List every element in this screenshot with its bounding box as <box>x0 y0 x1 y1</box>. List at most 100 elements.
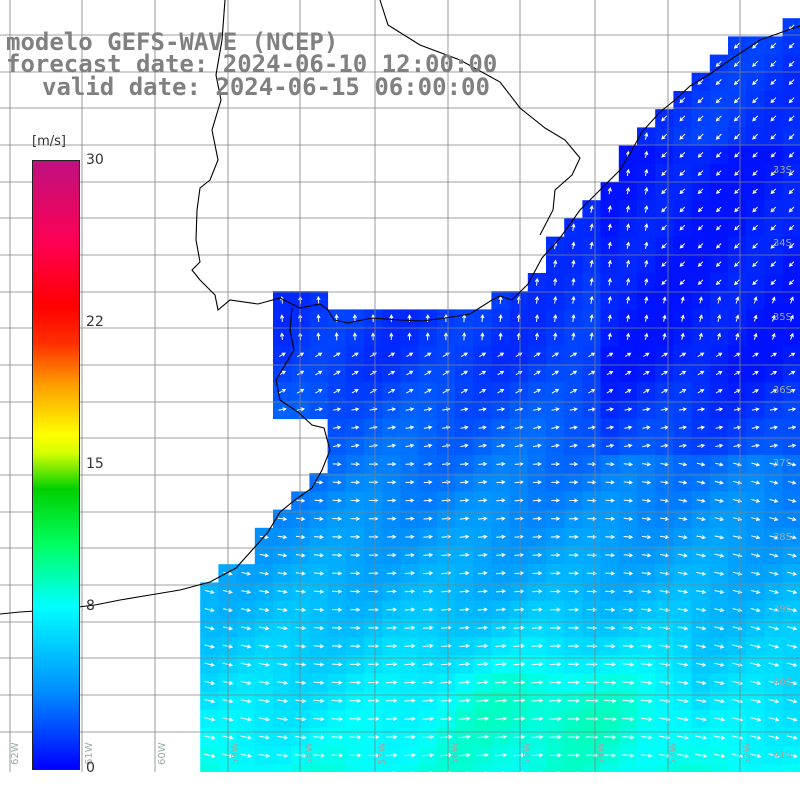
wind-arrow <box>586 571 598 576</box>
wind-arrow <box>587 516 597 521</box>
wind-arrow <box>240 717 252 722</box>
wind-arrow <box>441 607 452 612</box>
wind-arrow <box>333 388 341 394</box>
wind-arrow <box>259 626 270 631</box>
wind-arrow <box>386 571 397 576</box>
wind-arrow <box>276 753 289 758</box>
wind-arrow <box>314 534 324 540</box>
wind-arrow <box>715 206 722 213</box>
wind-arrow <box>423 425 433 430</box>
wind-arrow <box>513 607 525 612</box>
wind-arrow <box>553 277 558 286</box>
wind-arrow <box>751 498 761 503</box>
wind-arrow <box>553 314 558 322</box>
wind-arrow <box>479 352 487 358</box>
wind-arrow <box>714 553 725 558</box>
wind-arrow <box>513 680 526 685</box>
wind-arrow <box>571 313 576 323</box>
wind-arrow <box>714 462 724 467</box>
wind-arrow <box>389 332 394 340</box>
wind-arrow <box>479 389 487 394</box>
wind-arrow <box>644 259 649 268</box>
wind-arrow <box>404 607 416 612</box>
wind-arrow <box>571 277 576 286</box>
wind-arrow <box>478 461 488 467</box>
wind-arrow <box>769 498 779 503</box>
wind-arrow <box>203 753 216 758</box>
latitude-label: 36S <box>773 385 792 396</box>
wind-arrow <box>768 626 780 631</box>
wind-arrow <box>494 734 508 740</box>
wind-arrow <box>750 662 762 667</box>
wind-arrow <box>605 534 616 540</box>
wind-arrow <box>641 534 652 540</box>
wind-arrow <box>388 352 396 358</box>
wind-arrow <box>697 261 704 267</box>
wind-arrow <box>770 224 777 231</box>
wind-arrow <box>623 553 634 558</box>
wind-arrow <box>259 571 270 576</box>
wind-arrow <box>440 698 453 703</box>
wind-arrow <box>423 443 433 448</box>
wind-arrow <box>661 188 668 195</box>
wind-arrow <box>333 407 342 412</box>
wind-arrow <box>386 552 397 558</box>
wind-arrow <box>204 717 216 722</box>
wind-arrow <box>405 552 415 558</box>
wind-arrow <box>679 170 686 177</box>
wind-arrow <box>788 261 795 267</box>
latitude-label: 35S <box>773 312 792 323</box>
wind-arrow <box>714 498 725 503</box>
wind-arrow <box>788 352 796 357</box>
wind-arrow <box>349 753 362 758</box>
wind-arrow <box>513 753 526 758</box>
buenos-aires-coast <box>0 307 331 615</box>
wind-arrow <box>477 552 488 558</box>
wind-arrow <box>332 462 342 467</box>
wind-arrow <box>387 516 397 521</box>
wind-arrow <box>662 332 667 340</box>
wind-arrow <box>313 553 325 558</box>
wind-arrow <box>368 607 379 612</box>
wind-arrow <box>422 643 434 649</box>
wind-arrow <box>460 425 469 430</box>
wind-arrow <box>405 407 415 412</box>
wind-arrow <box>624 370 632 376</box>
wind-arrow <box>533 389 541 394</box>
longitude-label: 54W <box>596 742 607 765</box>
wind-arrow <box>587 534 597 540</box>
wind-arrow <box>677 644 689 649</box>
wind-arrow <box>350 571 361 576</box>
wind-arrow <box>678 535 688 540</box>
wind-arrow <box>715 371 723 376</box>
wind-arrow <box>770 352 778 357</box>
wind-arrow <box>460 461 470 467</box>
wind-arrow <box>769 407 779 412</box>
wind-arrow <box>789 314 794 322</box>
wind-arrow <box>332 534 343 540</box>
wind-arrow <box>204 626 215 631</box>
latitude-label: 34S <box>773 238 792 249</box>
wind-arrow <box>677 608 689 613</box>
wind-arrow <box>769 517 779 522</box>
wind-arrow <box>443 313 449 323</box>
wind-arrow <box>386 643 398 649</box>
wind-arrow <box>440 643 452 649</box>
wind-arrow <box>349 735 362 740</box>
wind-arrow <box>786 626 798 631</box>
wind-arrow <box>352 332 358 341</box>
wind-arrow <box>678 498 688 503</box>
wind-arrow <box>642 462 652 467</box>
wind-arrow <box>367 753 380 758</box>
wind-arrow <box>786 662 798 667</box>
wind-arrow <box>606 425 615 430</box>
wind-arrow <box>697 389 705 394</box>
wind-arrow <box>222 753 234 758</box>
wind-arrow <box>625 296 631 304</box>
wind-arrow <box>350 644 361 649</box>
wind-arrow <box>459 571 470 576</box>
wind-arrow <box>478 480 488 485</box>
wind-arrow <box>625 277 631 286</box>
wind-arrow <box>589 332 594 341</box>
wind-arrow <box>204 644 215 649</box>
